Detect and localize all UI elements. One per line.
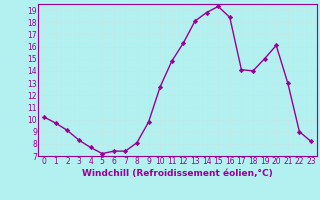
X-axis label: Windchill (Refroidissement éolien,°C): Windchill (Refroidissement éolien,°C): [82, 169, 273, 178]
